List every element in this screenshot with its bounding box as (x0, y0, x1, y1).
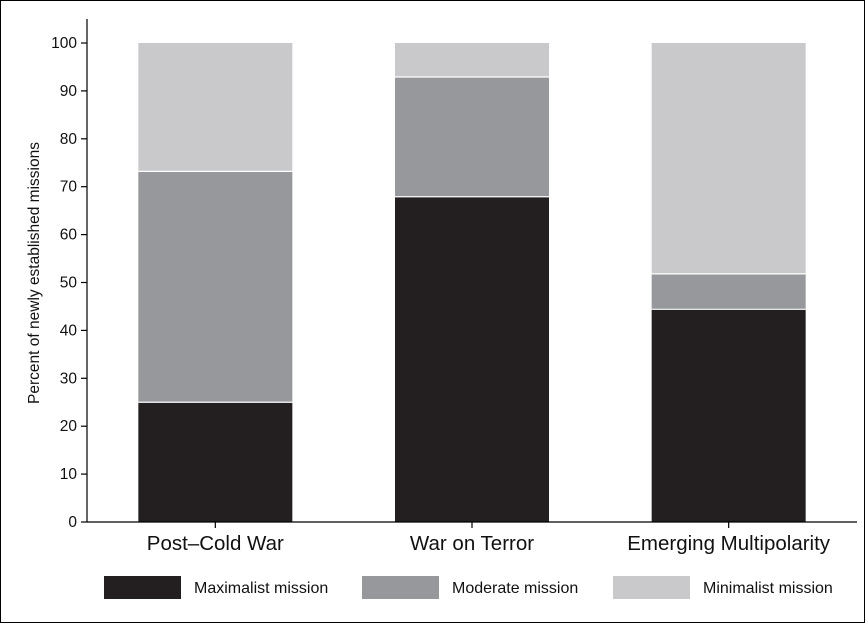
legend-label: Minimalist mission (703, 580, 833, 597)
legend-swatch-maximalist-mission (104, 576, 181, 599)
bar-segment-moderate-mission (395, 77, 549, 197)
bar-segment-moderate-mission (651, 273, 806, 310)
y-tick-label: 0 (68, 514, 77, 531)
y-tick-label: 90 (60, 83, 78, 100)
y-tick-label: 20 (60, 418, 78, 435)
y-tick-label: 40 (60, 322, 78, 339)
x-tick-label: Emerging Multipolarity (627, 532, 831, 555)
bar-segment-maximalist-mission (651, 309, 806, 522)
y-tick-label: 70 (60, 179, 78, 196)
bar-segment-moderate-mission (138, 171, 293, 403)
legend: Maximalist mission Moderate mission Minima… (104, 576, 833, 599)
y-tick-label: 100 (51, 35, 77, 52)
y-tick-label: 10 (60, 466, 78, 483)
bar-segment-maximalist-mission (138, 402, 293, 522)
y-axis-label: Percent of newly established missions (26, 142, 43, 404)
bar-segment-minimalist-mission (395, 43, 549, 78)
bar-segment-minimalist-mission (138, 43, 293, 172)
x-tick-label: War on Terror (410, 532, 534, 555)
y-axis: 0 10 20 30 40 50 60 70 80 90 100 (51, 19, 88, 531)
bars (138, 43, 806, 522)
legend-label: Maximalist mission (194, 580, 328, 597)
x-tick-label: Post–Cold War (147, 532, 284, 555)
bar-segment-minimalist-mission (651, 43, 806, 274)
legend-swatch-minimalist-mission (613, 576, 690, 599)
x-axis: Post–Cold War War on Terror Emerging Multi… (87, 521, 857, 555)
legend-label: Moderate mission (452, 580, 578, 597)
y-tick-label: 30 (60, 370, 78, 387)
y-tick-label: 80 (60, 131, 78, 148)
legend-swatch-moderate-mission (362, 576, 439, 599)
bar-segment-maximalist-mission (395, 196, 549, 522)
y-tick-label: 60 (60, 227, 78, 244)
y-tick-label: 50 (60, 275, 78, 292)
